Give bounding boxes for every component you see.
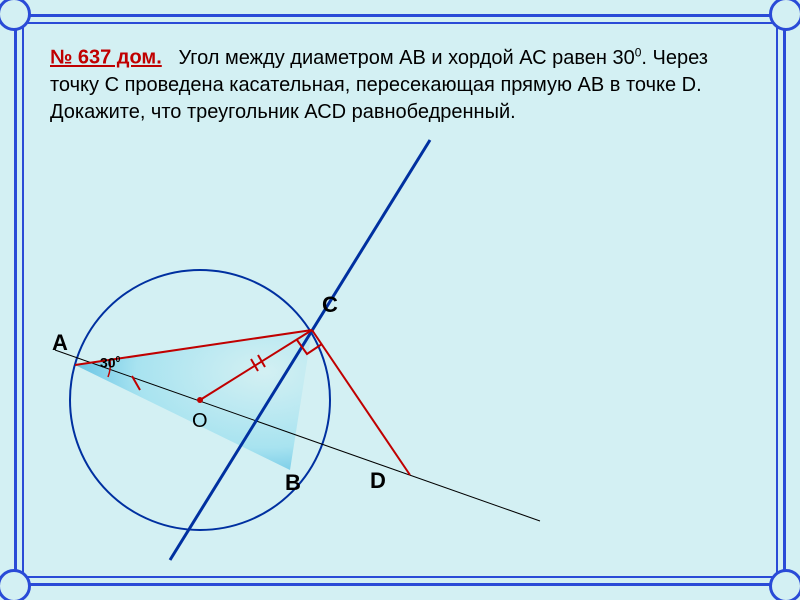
center-dot [197,397,203,403]
segment-cd [312,330,410,475]
slide: № 637 дом. Угол между диаметром АВ и хор… [0,0,800,600]
label-c: С [322,292,338,318]
label-a: А [52,330,68,356]
shaded-triangle [75,330,312,470]
geometry-diagram [0,0,800,600]
label-b: В [285,470,301,496]
label-d: D [370,468,386,494]
label-angle-30: 300 [100,354,120,371]
label-o: О [192,410,208,433]
